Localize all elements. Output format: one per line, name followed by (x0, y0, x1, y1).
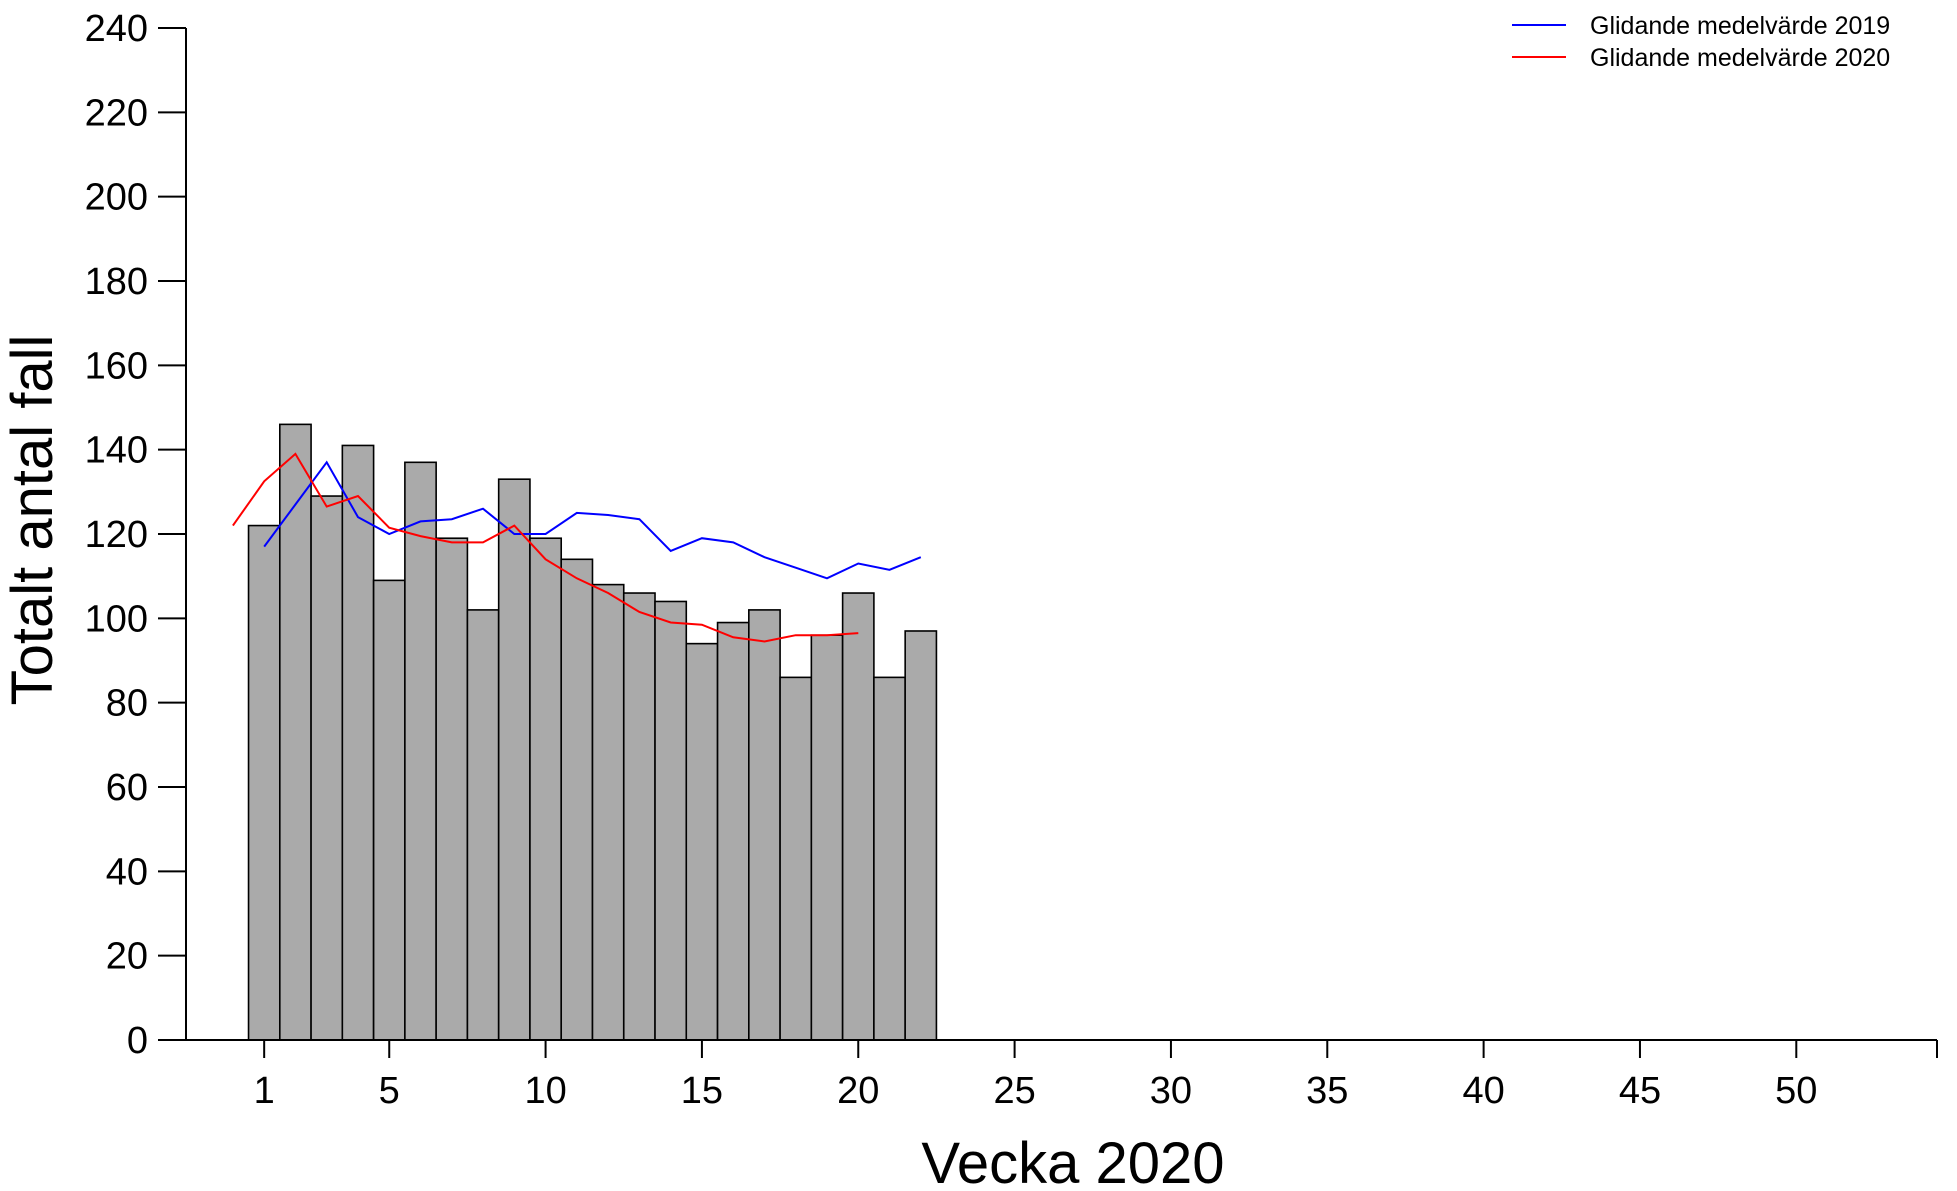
y-tick-label-0: 0 (127, 1020, 148, 1062)
y-tick-label-140: 140 (85, 430, 148, 472)
bar-group (247, 423, 938, 1041)
bar-week-20 (841, 592, 875, 1041)
y-tick-label-100: 100 (85, 598, 148, 640)
bar-week-9 (497, 478, 531, 1041)
y-tick-label-40: 40 (106, 851, 148, 893)
y-tick-label-80: 80 (106, 683, 148, 725)
bar-week-7 (435, 537, 469, 1041)
y-tick-label-180: 180 (85, 261, 148, 303)
bar-week-5 (372, 579, 406, 1041)
bar-week-19 (810, 634, 844, 1041)
bar-week-16 (716, 621, 750, 1041)
bar-week-6 (404, 461, 437, 1041)
x-tick-label-10: 10 (524, 1070, 566, 1112)
x-axis-title: Vecka 2020 (921, 1131, 1224, 1191)
bar-week-14 (654, 600, 688, 1041)
bar-week-10 (529, 537, 563, 1041)
bar-week-11 (560, 558, 594, 1041)
y-tick-label-240: 240 (85, 8, 148, 50)
x-tick-label-30: 30 (1150, 1070, 1192, 1112)
series-line-2019 (263, 460, 922, 580)
y-tick-label-60: 60 (106, 767, 148, 809)
bar-week-4 (341, 444, 375, 1041)
x-tick-label-40: 40 (1462, 1070, 1504, 1112)
bar-week-13 (622, 592, 656, 1041)
x-tick-label-45: 45 (1619, 1070, 1661, 1112)
bar-week-21 (873, 676, 906, 1041)
bar-week-18 (779, 676, 813, 1041)
x-tick-label-1: 1 (254, 1070, 275, 1112)
y-tick-label-20: 20 (106, 936, 148, 978)
bar-week-22 (904, 630, 938, 1041)
x-tick-label-25: 25 (993, 1070, 1035, 1112)
x-tick-label-35: 35 (1306, 1070, 1348, 1112)
y-tick-label-220: 220 (85, 92, 148, 134)
bar-week-12 (591, 583, 625, 1041)
x-tick-label-50: 50 (1775, 1070, 1817, 1112)
x-axis: 1 5 10 15 20 25 30 35 40 45 50 (186, 1039, 1938, 1112)
bar-week-17 (748, 609, 781, 1041)
bar-week-15 (685, 642, 719, 1041)
y-tick-label-120: 120 (85, 514, 148, 556)
y-tick-label-200: 200 (85, 177, 148, 219)
bar-week-1 (247, 524, 281, 1041)
y-axis: 0 20 40 60 80 100 120 140 160 180 200 220 240 (85, 8, 187, 1062)
y-axis-title: Totalt antal fall (0, 335, 65, 706)
bar-week-2 (279, 423, 312, 1041)
legend-label-2019: Glidande medelvärde 2019 (1590, 12, 1890, 40)
legend-label-2020: Glidande medelvärde 2020 (1590, 44, 1890, 72)
x-tick-label-15: 15 (681, 1070, 723, 1112)
bar-week-8 (466, 609, 500, 1041)
y-tick-label-160: 160 (85, 345, 148, 387)
moving-average-lines (232, 452, 922, 643)
legend: Glidande medelvärde 2019 Glidande medelvä… (1512, 12, 1890, 72)
bar-week-3 (310, 495, 344, 1041)
series-line-2020 (232, 452, 859, 643)
x-tick-label-5: 5 (379, 1070, 400, 1112)
x-tick-label-20: 20 (837, 1070, 879, 1112)
